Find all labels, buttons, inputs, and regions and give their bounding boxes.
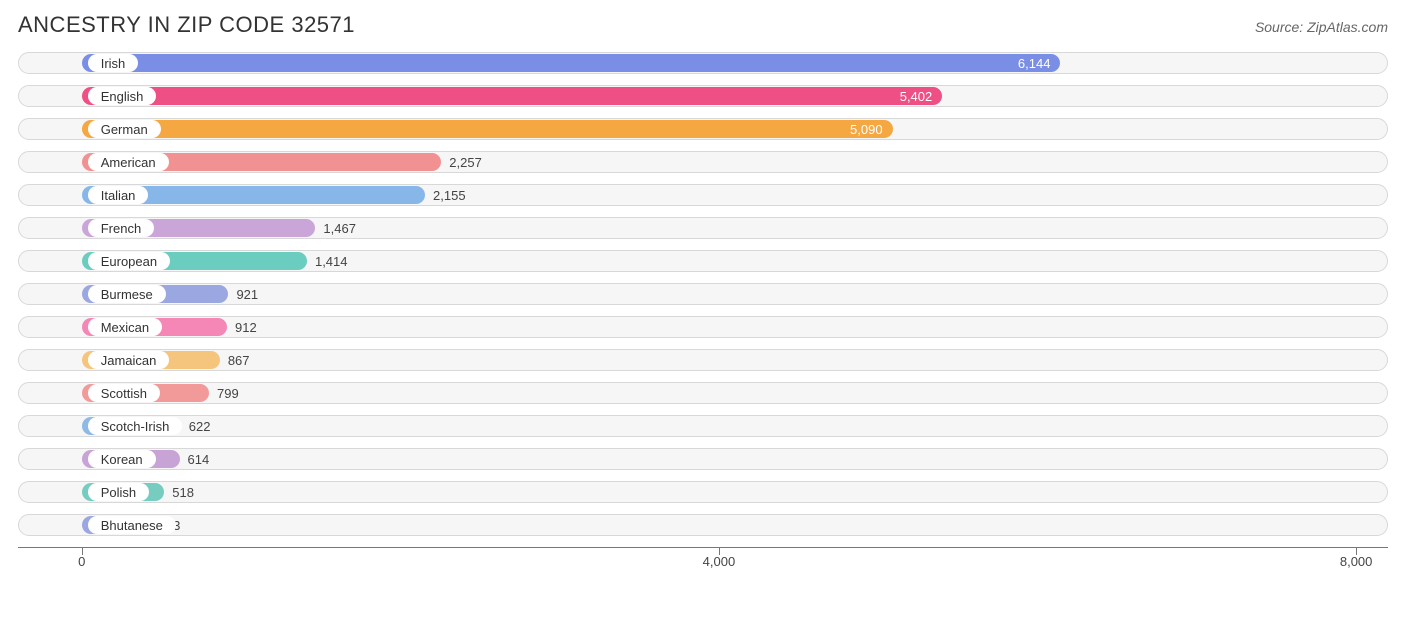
bar-label-pill: European bbox=[88, 252, 170, 270]
bar-label: Italian bbox=[101, 188, 136, 203]
bar-label: Scottish bbox=[101, 386, 147, 401]
bar-label: French bbox=[101, 221, 141, 236]
bar-row: 5,402English bbox=[18, 85, 1388, 107]
bar-label-pill: Mexican bbox=[88, 318, 162, 336]
bar-label: American bbox=[101, 155, 156, 170]
bar-value: 622 bbox=[181, 415, 211, 437]
bar-label-pill: Italian bbox=[88, 186, 149, 204]
bar-label: Irish bbox=[101, 56, 126, 71]
bar-label: Burmese bbox=[101, 287, 153, 302]
x-axis: 0 4,000 8,000 bbox=[18, 547, 1388, 571]
bar-row: 622 Scotch-Irish bbox=[18, 415, 1388, 437]
axis-tick-label: 4,000 bbox=[703, 554, 736, 569]
bar-row: 912 Mexican bbox=[18, 316, 1388, 338]
bar-value: 5,402 bbox=[82, 85, 943, 107]
bar-value: 5,090 bbox=[82, 118, 893, 140]
bar-label: English bbox=[101, 89, 144, 104]
bar-value: 799 bbox=[209, 382, 239, 404]
bar-label-pill: American bbox=[88, 153, 169, 171]
axis-tick-label: 0 bbox=[78, 554, 85, 569]
bar-track bbox=[18, 415, 1388, 437]
axis-tick-label: 8,000 bbox=[1340, 554, 1373, 569]
bar-track bbox=[18, 514, 1388, 536]
bar-track bbox=[18, 448, 1388, 470]
bar-value: 614 bbox=[180, 448, 210, 470]
bar-label: European bbox=[101, 254, 157, 269]
bar-label: Jamaican bbox=[101, 353, 157, 368]
bar-label-pill: Irish bbox=[88, 54, 139, 72]
bar-value: 2,257 bbox=[441, 151, 482, 173]
bar-row: 5,090German bbox=[18, 118, 1388, 140]
bar-label-pill: English bbox=[88, 87, 157, 105]
bar-label-pill: Scotch-Irish bbox=[88, 417, 183, 435]
bar-row: 1,414 European bbox=[18, 250, 1388, 272]
bar-row: 518 Polish bbox=[18, 481, 1388, 503]
bar-label: Scotch-Irish bbox=[101, 419, 170, 434]
bar-row: 2,257 American bbox=[18, 151, 1388, 173]
bar-value: 921 bbox=[228, 283, 258, 305]
bar-label: German bbox=[101, 122, 148, 137]
bar-value: 912 bbox=[227, 316, 257, 338]
bar-label-pill: Burmese bbox=[88, 285, 166, 303]
chart-title: ANCESTRY IN ZIP CODE 32571 bbox=[18, 12, 355, 38]
bar-label-pill: Polish bbox=[88, 483, 149, 501]
bar-value: 1,467 bbox=[315, 217, 356, 239]
bar-label-pill: Scottish bbox=[88, 384, 160, 402]
bar-label: Mexican bbox=[101, 320, 149, 335]
chart-header: ANCESTRY IN ZIP CODE 32571 Source: ZipAt… bbox=[18, 12, 1388, 38]
bar-row: 2,155 Italian bbox=[18, 184, 1388, 206]
bar-row: 867 Jamaican bbox=[18, 349, 1388, 371]
bar-label: Bhutanese bbox=[101, 518, 163, 533]
bar-row: 799 Scottish bbox=[18, 382, 1388, 404]
bar-value: 6,144 bbox=[82, 52, 1061, 74]
bar-row: 1,467 French bbox=[18, 217, 1388, 239]
bar-track bbox=[18, 481, 1388, 503]
bar-row: 433Bhutanese bbox=[18, 514, 1388, 536]
bar-label-pill: French bbox=[88, 219, 154, 237]
bar-value: 518 bbox=[164, 481, 194, 503]
bar-row: 6,144Irish bbox=[18, 52, 1388, 74]
bar-value: 1,414 bbox=[307, 250, 348, 272]
bar-value: 2,155 bbox=[425, 184, 466, 206]
bar-label-pill: Jamaican bbox=[88, 351, 170, 369]
bar-value: 867 bbox=[220, 349, 250, 371]
bar-label-pill: Bhutanese bbox=[88, 516, 176, 534]
bar-label: Polish bbox=[101, 485, 136, 500]
bar-label: Korean bbox=[101, 452, 143, 467]
chart-source: Source: ZipAtlas.com bbox=[1255, 19, 1388, 35]
bar-label-pill: German bbox=[88, 120, 161, 138]
bar-label-pill: Korean bbox=[88, 450, 156, 468]
ancestry-bar-chart: 6,144Irish 5,402English 5,090German 2,257 Am… bbox=[18, 52, 1388, 571]
bar-row: 921 Burmese bbox=[18, 283, 1388, 305]
bar-row: 614 Korean bbox=[18, 448, 1388, 470]
